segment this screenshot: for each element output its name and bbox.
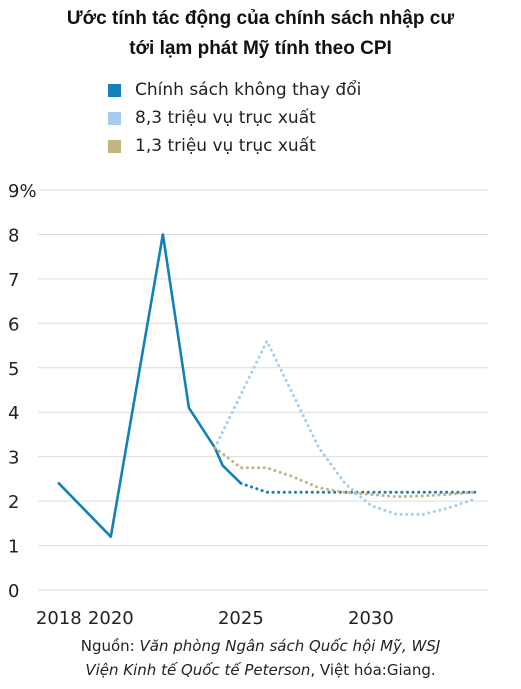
series-lines bbox=[57, 233, 477, 539]
y-tick-label: 4 bbox=[8, 403, 19, 424]
y-tick-label: 8 bbox=[8, 225, 19, 246]
legend-item-deport-8-3m: 8,3 triệu vụ trục xuất bbox=[108, 104, 361, 132]
y-tick-label: 7 bbox=[8, 270, 19, 291]
y-tick-label: 9% bbox=[8, 181, 37, 202]
y-tick-label: 5 bbox=[8, 359, 19, 380]
legend-item-deport-1-3m: 1,3 triệu vụ trục xuất bbox=[108, 132, 361, 160]
legend-label-deport-1-3m: 1,3 triệu vụ trục xuất bbox=[135, 136, 316, 156]
series-line-2-dotted bbox=[213, 339, 477, 516]
source-line-1: Nguồn: Văn phòng Ngân sách Quốc hội Mỹ, … bbox=[0, 634, 521, 658]
x-tick-label: 2020 bbox=[88, 608, 134, 629]
x-tick-label: 2018 bbox=[36, 608, 82, 629]
x-axis-tick-labels: 2018 2020 2025 2030 bbox=[36, 608, 394, 629]
series-line-3-dotted bbox=[213, 446, 477, 499]
legend-swatch-policy-unchanged bbox=[108, 83, 121, 97]
chart-title: Ước tính tác động của chính sách nhập cư… bbox=[0, 4, 521, 64]
source-org-1: Văn phòng Ngân sách Quốc hội Mỹ, WSJ bbox=[139, 637, 441, 655]
series-line-1-dotted bbox=[239, 481, 477, 494]
series-line-1-solid bbox=[57, 233, 243, 539]
chart-legend: Chính sách không thay đổi 8,3 triệu vụ t… bbox=[108, 76, 361, 160]
legend-swatch-deport-1-3m bbox=[108, 139, 121, 153]
y-tick-label: 6 bbox=[8, 314, 19, 335]
x-tick-label: 2030 bbox=[348, 608, 394, 629]
y-tick-label: 3 bbox=[8, 448, 19, 469]
source-line-2: Viện Kinh tế Quốc tế Peterson, Việt hóa:… bbox=[0, 658, 521, 682]
x-tick-label: 2025 bbox=[218, 608, 264, 629]
source-org-2: Viện Kinh tế Quốc tế Peterson bbox=[85, 661, 311, 679]
source-note: Nguồn: Văn phòng Ngân sách Quốc hội Mỹ, … bbox=[0, 634, 521, 682]
legend-item-policy-unchanged: Chính sách không thay đổi bbox=[108, 76, 361, 104]
legend-label-deport-8-3m: 8,3 triệu vụ trục xuất bbox=[135, 108, 316, 128]
y-tick-label: 2 bbox=[8, 492, 19, 513]
source-prefix: Nguồn: bbox=[80, 637, 140, 655]
y-axis-tick-labels: 0 1 2 3 4 5 6 7 8 9% bbox=[8, 181, 37, 602]
legend-swatch-deport-8-3m bbox=[108, 111, 121, 125]
y-tick-label: 0 bbox=[8, 581, 19, 602]
source-suffix: , Việt hóa:Giang. bbox=[310, 661, 436, 679]
grid-lines bbox=[38, 189, 488, 591]
y-tick-label: 1 bbox=[8, 537, 19, 558]
chart-title-line-2: tới lạm phát Mỹ tính theo CPI bbox=[129, 38, 392, 59]
chart-title-line-1: Ước tính tác động của chính sách nhập cư bbox=[66, 8, 455, 29]
line-chart: 0 1 2 3 4 5 6 7 8 9% 2018 2020 2025 2030 bbox=[8, 181, 488, 629]
legend-label-policy-unchanged: Chính sách không thay đổi bbox=[135, 80, 362, 100]
